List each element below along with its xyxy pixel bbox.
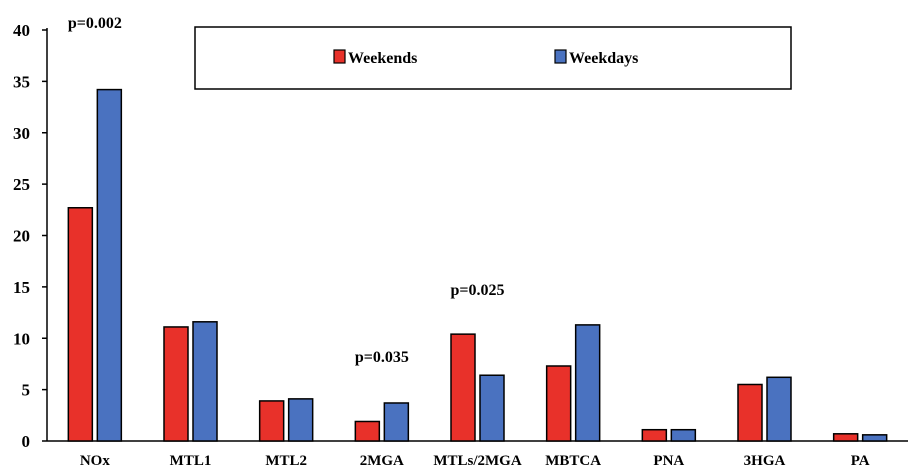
x-category-label: MTL1: [170, 453, 212, 465]
bar-weekends-pna: [641, 428, 668, 442]
p-value-annotation: p=0.035: [355, 349, 409, 366]
legend: Weekends Weekdays: [194, 26, 792, 90]
y-tick-label: 5: [22, 381, 31, 400]
x-category-label: MTL2: [265, 453, 307, 465]
bar-weekends-mtls-2mga: [450, 333, 476, 442]
bar-weekdays-pna: [670, 428, 697, 442]
axes: 0 5 10 15 20 25 30 35 40: [13, 21, 908, 451]
y-tick-label: 35: [13, 72, 30, 91]
bar-weekdays-mtl2: [287, 398, 314, 442]
legend-swatch-weekdays: [554, 49, 567, 64]
p-value-annotation: p=0.002: [68, 15, 122, 32]
bar-weekends-3hga: [737, 383, 763, 442]
x-category-label: 2MGA: [360, 453, 404, 465]
bar-weekdays-pa: [861, 434, 888, 442]
bars: [67, 88, 888, 442]
x-category-label: PNA: [653, 453, 684, 465]
x-category-label: 3HGA: [744, 453, 786, 465]
y-tick-label: 25: [13, 175, 30, 194]
y-tick-label: 0: [22, 432, 31, 451]
legend-label-weekends: Weekends: [348, 50, 417, 67]
y-tick-label: 10: [13, 329, 30, 348]
y-tick-label: 15: [13, 278, 30, 297]
bar-weekdays-3hga: [766, 376, 792, 442]
annotations: p=0.002 p=0.035 p=0.025: [68, 15, 505, 366]
x-category-label: NOx: [80, 453, 111, 465]
y-tick-label: 20: [13, 227, 30, 246]
x-category-label: PA: [851, 453, 870, 465]
bar-weekends-pa: [832, 433, 859, 442]
bar-weekdays-mtl1: [192, 321, 218, 442]
labels: NOx MTL1 MTL2 2MGA MTLs/2MGA MBTCA PNA 3HGA PA: [80, 453, 870, 465]
bar-weekends-2mga: [354, 420, 381, 442]
p-value-annotation: p=0.025: [450, 282, 504, 299]
bar-weekdays-mbtca: [574, 324, 601, 442]
x-category-label: MBTCA: [545, 453, 601, 465]
bar-weekdays-mtls-2mga: [479, 374, 505, 442]
bar-weekends-nox: [67, 207, 94, 442]
bar-weekdays-nox: [96, 88, 123, 442]
legend-swatch-weekends: [333, 49, 346, 64]
legend-box: [194, 26, 792, 90]
bar-weekends-mtl2: [258, 400, 285, 442]
y-tick-label: 40: [13, 21, 30, 40]
x-category-label: MTLs/2MGA: [433, 453, 521, 465]
y-tick-label: 30: [13, 124, 30, 143]
bar-weekdays-2mga: [383, 402, 410, 442]
bar-weekends-mtl1: [163, 326, 189, 442]
legend-label-weekdays: Weekdays: [569, 50, 638, 67]
bar-weekends-mbtca: [545, 365, 572, 442]
